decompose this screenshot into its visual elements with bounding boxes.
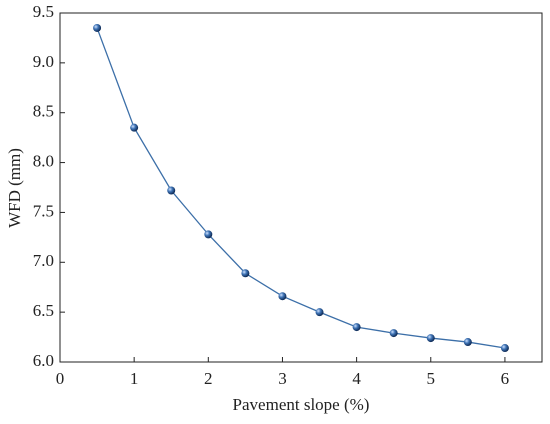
x-tick-label: 6	[501, 369, 510, 388]
y-tick-label: 6.5	[33, 301, 54, 320]
point	[463, 338, 472, 347]
x-tick-label: 0	[56, 369, 65, 388]
point	[315, 308, 324, 317]
point	[167, 186, 176, 195]
y-tick-label: 6.0	[33, 351, 54, 370]
point	[130, 123, 139, 132]
x-tick-label: 2	[204, 369, 213, 388]
point	[352, 323, 361, 332]
y-axis-label: WFD (mm)	[5, 148, 24, 228]
series-line	[96, 27, 506, 349]
x-tick-label: 5	[427, 369, 436, 388]
plot-frame	[59, 12, 543, 363]
x-tick-label: 3	[278, 369, 287, 388]
point	[241, 269, 250, 278]
y-tick-label: 7.0	[33, 251, 54, 270]
y-tick-label: 8.5	[33, 102, 54, 121]
point	[93, 23, 102, 32]
point	[426, 334, 435, 343]
point	[500, 344, 509, 353]
point	[389, 329, 398, 338]
x-tick-label: 4	[352, 369, 361, 388]
y-tick-label: 9.5	[33, 2, 54, 21]
y-tick-label: 7.5	[33, 201, 54, 220]
point	[204, 230, 213, 239]
y-tick-label: 9.0	[33, 52, 54, 71]
y-tick-label: 8.0	[33, 151, 54, 170]
x-axis-label: Pavement slope (%)	[233, 395, 370, 414]
point	[278, 292, 287, 301]
x-tick-label: 1	[130, 369, 139, 388]
